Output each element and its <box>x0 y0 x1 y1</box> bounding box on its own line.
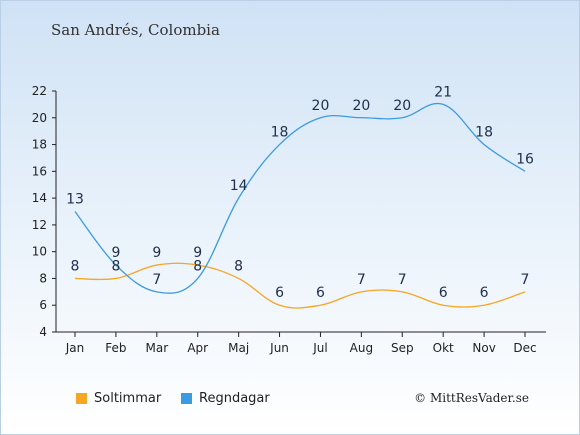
data-label-regndagar-mar: 7 <box>152 272 161 288</box>
series-line-soltimmar <box>74 262 526 309</box>
data-label-soltimmar-jul: 6 <box>316 285 325 301</box>
y-tick-label-8: 8 <box>39 271 47 285</box>
legend-swatch-regndagar <box>181 393 192 404</box>
chart-location-title: San Andrés, Colombia <box>51 21 220 39</box>
data-label-regndagar-feb: 9 <box>111 245 120 261</box>
y-tick-label-6: 6 <box>39 298 47 312</box>
data-label-regndagar-okt: 21 <box>434 84 452 100</box>
data-label-soltimmar-mar: 9 <box>152 245 161 261</box>
data-label-soltimmar-okt: 6 <box>439 285 448 301</box>
x-tick-label-mar: Mar <box>145 341 168 355</box>
x-tick-label-dec: Dec <box>513 341 536 355</box>
x-tick-label-jun: Jun <box>269 341 289 355</box>
data-label-regndagar-jun: 18 <box>271 125 289 141</box>
y-tick-label-22: 22 <box>32 84 47 98</box>
x-tick-label-apr: Apr <box>187 341 208 355</box>
data-label-regndagar-nov: 18 <box>475 125 493 141</box>
y-tick-label-12: 12 <box>32 218 47 232</box>
x-tick-label-feb: Feb <box>105 341 126 355</box>
series-line-regndagar <box>74 102 526 294</box>
data-label-regndagar-jul: 20 <box>312 98 330 114</box>
data-label-soltimmar-dec: 7 <box>521 272 530 288</box>
data-label-regndagar-aug: 20 <box>352 98 370 114</box>
x-tick-label-nov: Nov <box>472 341 495 355</box>
x-tick-label-jan: Jan <box>65 341 85 355</box>
data-label-soltimmar-sep: 7 <box>398 272 407 288</box>
data-label-regndagar-dec: 16 <box>516 151 534 167</box>
data-label-soltimmar-jun: 6 <box>275 285 284 301</box>
y-tick-label-16: 16 <box>32 164 47 178</box>
chart-axes: 4 6 8 10 12 14 16 18 20 22 Jan Feb Mar Apr Maj Jun Jul Au… <box>32 84 546 355</box>
data-label-regndagar-jan: 13 <box>66 192 84 208</box>
x-tick-label-maj: Maj <box>228 341 249 355</box>
data-label-soltimmar-nov: 6 <box>480 285 489 301</box>
data-label-regndagar-sep: 20 <box>393 98 411 114</box>
x-tick-label-okt: Okt <box>433 341 454 355</box>
legend-swatch-soltimmar <box>76 393 87 404</box>
x-tick-label-jul: Jul <box>312 341 327 355</box>
x-tick-label-sep: Sep <box>391 341 414 355</box>
y-tick-label-18: 18 <box>32 138 47 152</box>
y-tick-label-20: 20 <box>32 111 47 125</box>
copyright-text: © MittResVader.se <box>414 391 529 405</box>
legend-item-soltimmar: Soltimmar <box>76 391 161 406</box>
data-label-regndagar-apr: 8 <box>193 258 202 274</box>
legend-label-soltimmar: Soltimmar <box>94 391 162 406</box>
y-tick-label-14: 14 <box>32 191 47 205</box>
data-label-soltimmar-feb: 8 <box>111 258 120 274</box>
data-label-soltimmar-apr: 9 <box>193 245 202 261</box>
legend-item-regndagar: Regndagar <box>181 391 270 406</box>
data-label-soltimmar-maj: 8 <box>234 258 243 274</box>
chart-series-lines <box>74 102 526 309</box>
data-label-regndagar-maj: 14 <box>230 178 248 194</box>
data-label-soltimmar-jan: 8 <box>71 258 80 274</box>
legend-label-regndagar: Regndagar <box>199 391 270 406</box>
y-tick-label-4: 4 <box>39 325 47 339</box>
y-tick-label-10: 10 <box>32 245 47 259</box>
data-label-soltimmar-aug: 7 <box>357 272 366 288</box>
x-tick-label-aug: Aug <box>350 341 373 355</box>
